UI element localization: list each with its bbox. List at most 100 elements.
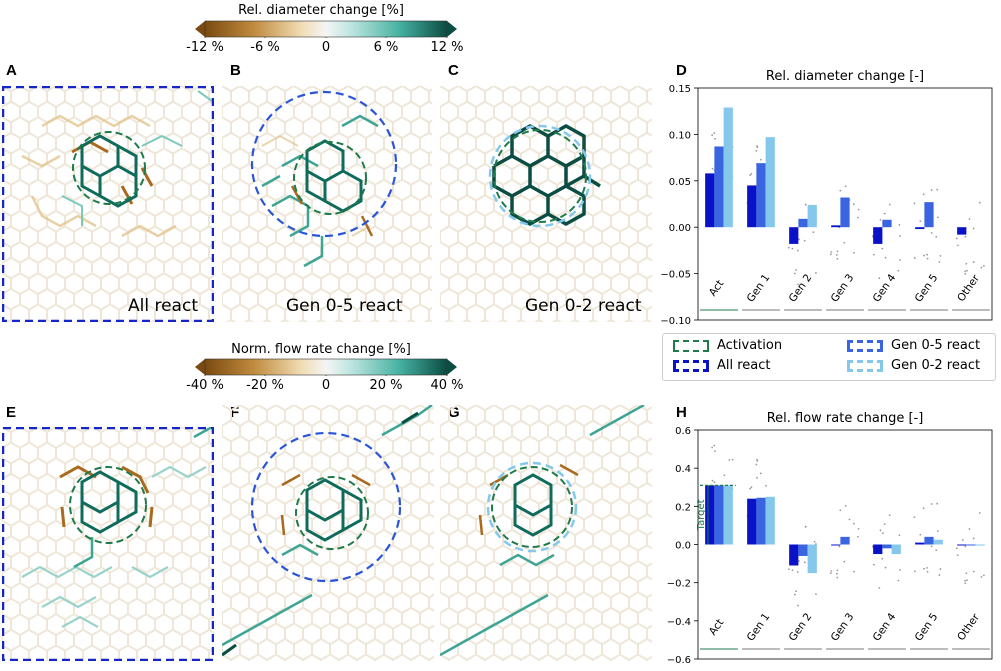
flow-scatter-dot — [795, 590, 798, 593]
panel-label-a: A — [6, 62, 17, 79]
flow-bar-gen-0-5-react — [966, 544, 976, 546]
diameter-scatter-dot — [797, 283, 799, 286]
flow-bar-all-react — [747, 498, 757, 545]
flow-bar-gen-0-2-react — [765, 496, 775, 545]
legend-swatch-gen05 — [847, 340, 883, 352]
flow-bar-gen-0-5-react — [882, 544, 892, 549]
diameter-ytick-label: −0.10 — [660, 316, 691, 327]
flow-scatter-dot — [731, 458, 734, 461]
diameter-ytick-label: 0.05 — [669, 177, 691, 188]
colorbar-bottom-tick: 20 % — [369, 378, 403, 393]
colorbar-top-tick: 12 % — [430, 40, 464, 55]
diameter-scatter-dot — [926, 257, 929, 260]
legend-label-gen02: Gen 0-2 react — [891, 358, 981, 373]
flow-xtick-label: Gen 4 — [871, 611, 899, 644]
diameter-scatter-dot — [919, 220, 922, 223]
flow-bar-gen-0-5-react — [840, 536, 850, 545]
diameter-scatter-dot — [899, 235, 901, 237]
flow-scatter-dot — [964, 582, 967, 585]
colorbar-bottom-tick: 0 — [321, 378, 331, 393]
flow-xtick-label: Gen 2 — [787, 611, 815, 644]
flow-scatter-dot — [815, 593, 817, 596]
diameter-scatter-dot — [922, 193, 925, 196]
flow-scatter-dot — [964, 579, 966, 582]
diameter-bar-all-react — [957, 227, 967, 235]
diameter-bar-gen-0-5-react — [798, 218, 808, 228]
flow-scatter-dot — [922, 507, 925, 510]
panel-label-c: C — [448, 62, 459, 79]
panel-label-e: E — [6, 404, 17, 421]
flow-scatter-dot — [756, 476, 758, 479]
flow-scatter-dot — [813, 540, 816, 543]
flow-scatter-dot — [972, 570, 975, 573]
flow-scatter-dot — [843, 560, 846, 563]
diameter-scatter-dot — [829, 253, 832, 256]
diameter-bar-gen-0-2-react — [765, 137, 775, 228]
network-panel-a — [2, 86, 214, 322]
diameter-scatter-dot — [787, 246, 790, 249]
flow-scatter-dot — [829, 572, 832, 575]
flow-bar-gen-0-2-react — [975, 544, 985, 546]
flow-scatter-dot — [980, 576, 983, 578]
diameter-bar-all-react — [831, 225, 841, 228]
flow-scatter-dot — [815, 543, 817, 545]
diameter-scatter-dot — [852, 203, 855, 206]
colorbar-top-title: Rel. diameter change [%] — [238, 3, 404, 18]
diameter-scatter-dot — [714, 137, 716, 140]
flow-scatter-dot — [881, 557, 884, 560]
flow-scatter-dot — [848, 518, 851, 521]
flow-bar-gen-0-5-react — [924, 536, 934, 545]
diameter-scatter-dot — [936, 216, 939, 219]
diameter-xtick-label: Gen 2 — [787, 272, 815, 305]
flow-scatter-dot — [857, 535, 859, 538]
legend-swatch-gen02 — [847, 360, 883, 372]
flow-bar-gen-0-2-react — [933, 539, 943, 545]
diameter-scatter-dot — [755, 149, 758, 152]
diameter-scatter-dot — [936, 188, 939, 191]
flow-scatter-dot — [796, 571, 799, 573]
flow-scatter-dot — [926, 570, 929, 573]
flow-scatter-dot — [787, 568, 790, 571]
panel-label-h: H — [676, 404, 687, 421]
diameter-scatter-dot — [926, 253, 928, 256]
flow-bar-all-react — [915, 542, 925, 545]
flow-scatter-dot — [723, 474, 726, 477]
flow-scatter-dot — [930, 545, 933, 548]
network-panel-e — [2, 427, 214, 661]
flow-bar-all-react — [957, 544, 967, 546]
flow-scatter-dot — [930, 503, 933, 505]
diameter-scatter-dot — [930, 231, 933, 234]
legend-swatch-all — [673, 360, 709, 372]
diameter-scatter-dot — [938, 261, 941, 263]
colorbar-bottom-title: Norm. flow rate change [%] — [231, 342, 411, 357]
flow-scatter-dot — [836, 569, 839, 572]
flow-scatter-dot — [883, 523, 886, 526]
legend: Activation All react Gen 0-5 react Gen 0… — [662, 333, 996, 381]
flow-scatter-dot — [936, 502, 939, 505]
diameter-scatter-dot — [978, 201, 981, 204]
legend-label-all: All react — [717, 358, 771, 373]
diameter-scatter-dot — [804, 203, 807, 206]
diameter-scatter-dot — [857, 216, 859, 219]
diameter-bar-all-react — [789, 227, 799, 244]
flow-scatter-dot — [839, 509, 842, 512]
diameter-scatter-dot — [964, 235, 967, 238]
diameter-scatter-dot — [964, 272, 967, 275]
diameter-ytick-label: −0.05 — [660, 270, 691, 281]
flow-scatter-dot — [935, 549, 938, 552]
diameter-scatter-dot — [923, 254, 925, 257]
diameter-scatter-dot — [965, 262, 968, 265]
diameter-scatter-dot — [872, 253, 875, 256]
diameter-bar-gen-0-5-react — [882, 219, 892, 228]
network-panel-c — [440, 86, 652, 322]
diameter-scatter-dot — [835, 254, 838, 256]
flow-scatter-dot — [884, 566, 887, 569]
flow-bar-gen-0-5-react — [798, 544, 808, 556]
flow-scatter-dot — [888, 514, 891, 517]
flow-ytick-label: −0.6 — [667, 655, 691, 666]
diameter-xtick-label: Gen 3 — [829, 272, 857, 305]
colorbar-bottom-tick: -40 % — [186, 378, 224, 393]
diameter-scatter-dot — [966, 269, 968, 272]
colorbar-bottom — [195, 358, 457, 376]
diameter-scatter-dot — [939, 254, 942, 257]
